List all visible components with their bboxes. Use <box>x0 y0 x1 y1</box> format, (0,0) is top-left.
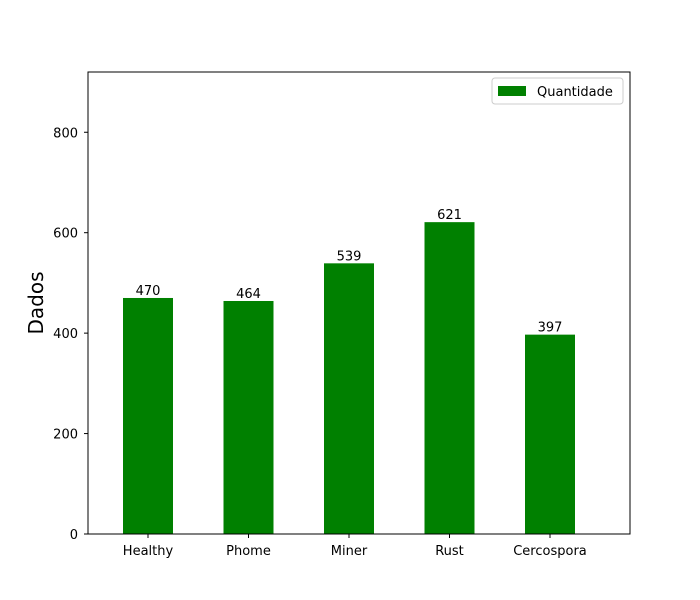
x-axis-ticks: Healthy Phome Miner Rust Cercospora <box>123 534 587 559</box>
legend-label: Quantidade <box>537 85 613 100</box>
data-labels-group: 470 464 539 621 397 <box>136 208 563 335</box>
y-tick-label: 0 <box>70 528 78 543</box>
plot-frame <box>87 71 631 535</box>
bar-rust <box>424 222 475 534</box>
bars-group <box>123 222 575 534</box>
data-label: 470 <box>136 284 161 299</box>
data-label: 621 <box>437 208 462 223</box>
x-tick-label: Phome <box>226 544 271 559</box>
bar-healthy <box>123 297 173 534</box>
data-label: 539 <box>337 249 362 264</box>
y-axis-ticks: 0 200 400 600 800 <box>53 126 88 543</box>
y-axis-title: Dados <box>24 271 48 334</box>
legend: Quantidade <box>491 77 624 105</box>
legend-box <box>491 77 624 105</box>
y-tick-label: 400 <box>53 327 78 342</box>
bar-phome <box>223 300 274 534</box>
bar-miner <box>324 263 374 534</box>
x-tick-label: Healthy <box>123 544 174 559</box>
legend-swatch <box>498 86 526 96</box>
x-tick-label: Rust <box>435 544 464 559</box>
x-tick-label: Miner <box>331 544 368 559</box>
y-tick-label: 800 <box>53 126 78 141</box>
data-label: 397 <box>538 321 563 336</box>
y-tick-label: 600 <box>53 227 78 242</box>
bar-cercospora <box>525 334 575 534</box>
data-label: 464 <box>236 287 261 302</box>
x-tick-label: Cercospora <box>513 544 587 559</box>
y-tick-label: 200 <box>53 428 78 443</box>
